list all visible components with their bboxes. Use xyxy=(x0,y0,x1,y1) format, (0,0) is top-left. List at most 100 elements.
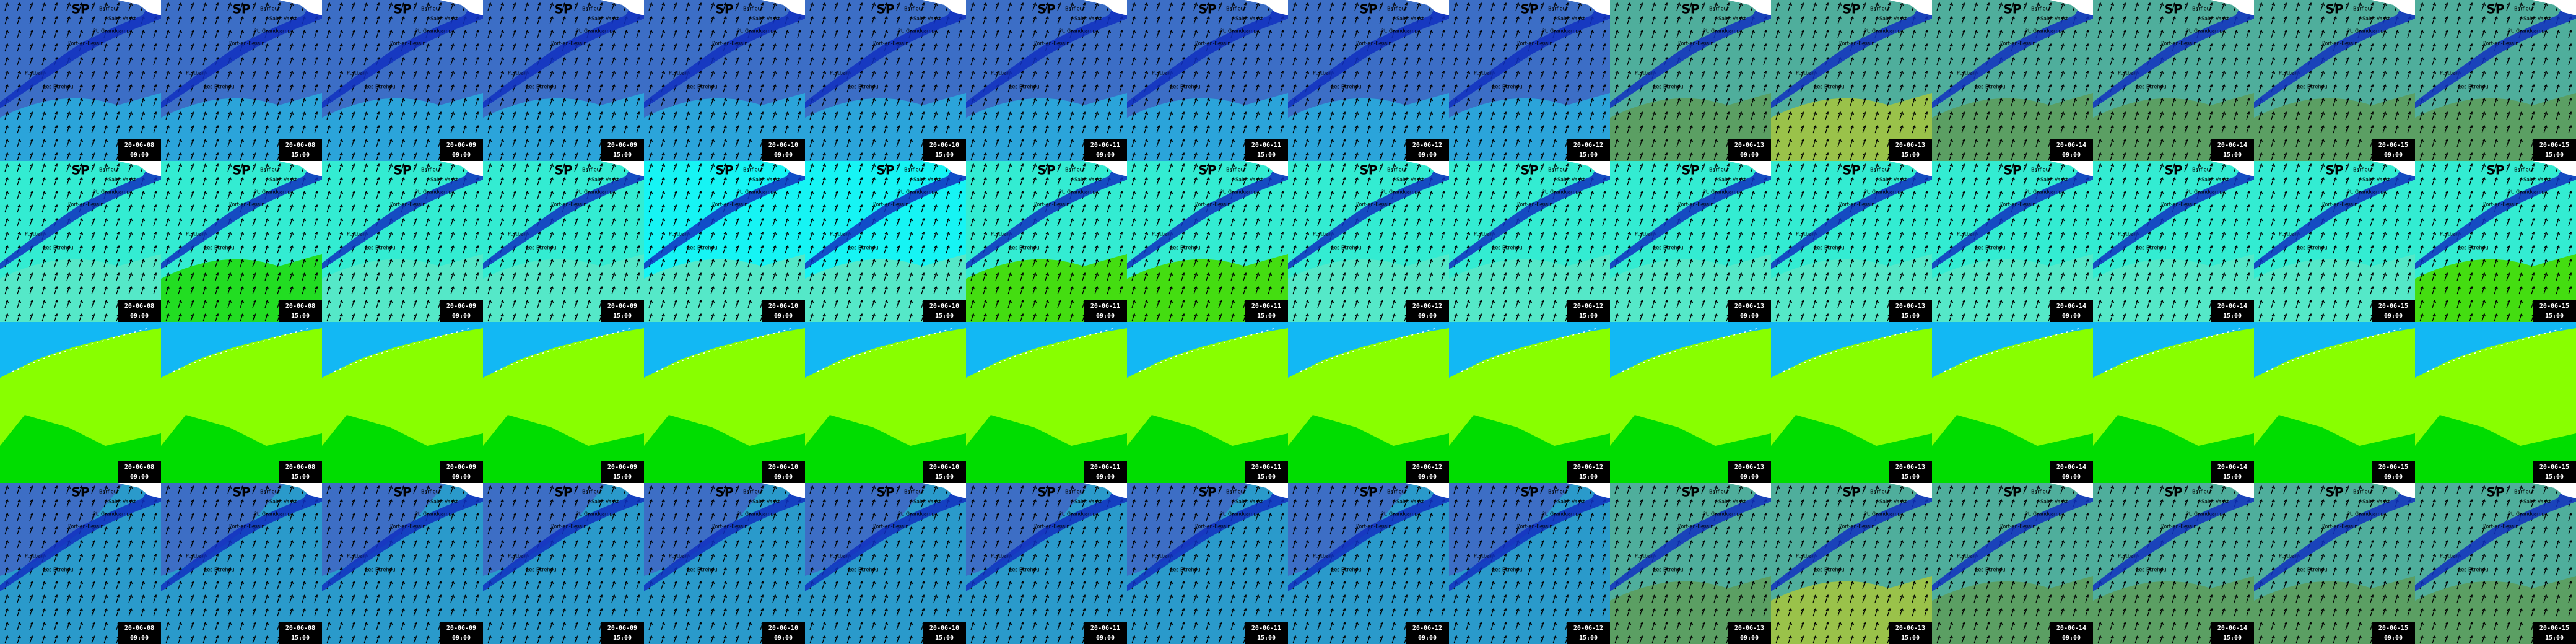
tile-title: SP xyxy=(876,163,894,178)
place-label: Les Ecrehou xyxy=(687,245,717,251)
stamp-time: 09:00 xyxy=(1740,313,1759,320)
map-tile: SP Barfleur Saint-Vaast Pt. Grandcamp Port-e… xyxy=(322,161,483,322)
stamp-date: 20-06-09 xyxy=(607,303,637,310)
stamp-box xyxy=(1406,139,1449,161)
place-label: Les Ecrehou xyxy=(1170,245,1200,251)
place-label: Les Ecrehou xyxy=(2297,245,2327,251)
place-label: Saint-Vaast xyxy=(591,16,619,22)
stamp-date: 20-06-08 xyxy=(124,464,154,471)
stamp-box xyxy=(1245,139,1288,161)
stamp-box xyxy=(440,139,483,161)
land xyxy=(2372,483,2415,498)
stamp-box xyxy=(2211,139,2254,161)
map-tile: SP Barfleur Saint-Vaast Pt. Grandcamp Port-e… xyxy=(966,161,1127,322)
stamp-box xyxy=(1084,622,1127,644)
stamp-date: 20-06-09 xyxy=(607,142,637,149)
stamp-box xyxy=(601,622,644,644)
stamp-box xyxy=(2050,300,2093,322)
place-label: Barfleur xyxy=(2031,6,2052,12)
stamp-box xyxy=(279,300,322,322)
map-tile: 20-06-08 15:00 xyxy=(161,322,322,483)
place-label: Portbail xyxy=(1957,554,1975,559)
place-label: Port-en-Bessin xyxy=(873,41,908,46)
place-label: Saint-Vaast xyxy=(1557,16,1585,22)
stamp-date: 20-06-13 xyxy=(1734,464,1764,471)
tile-title: SP xyxy=(2486,2,2504,17)
place-label: Port-en-Bessin xyxy=(2000,41,2035,46)
place-label: Port-en-Bessin xyxy=(551,524,586,529)
stamp-box xyxy=(1245,461,1288,483)
place-label: Les Ecrehou xyxy=(1814,245,1844,251)
stamp-time: 09:00 xyxy=(2062,152,2081,159)
tile-title: SP xyxy=(71,163,89,178)
tile-title: SP xyxy=(715,485,733,500)
land xyxy=(279,483,322,498)
stamp-box xyxy=(2050,461,2093,483)
tile-title: SP xyxy=(1520,485,1538,500)
land xyxy=(2050,0,2093,15)
place-label: Pt. Grandcamp xyxy=(1864,511,1901,517)
coastline xyxy=(0,483,161,591)
place-label: Barfleur xyxy=(582,167,603,173)
stamp-box xyxy=(601,461,644,483)
tile-title: SP xyxy=(1520,163,1538,178)
place-label: Saint-Vaast xyxy=(430,16,458,22)
place-label: Port-en-Bessin xyxy=(1678,202,1713,207)
place-label: Barfleur xyxy=(1709,6,1730,12)
place-label: Pt. Grandcamp xyxy=(2347,189,2384,195)
place-label: Portbail xyxy=(186,554,204,559)
stamp-date: 20-06-10 xyxy=(768,142,798,149)
coastline xyxy=(644,0,805,108)
stamp-date: 20-06-13 xyxy=(1895,142,1925,149)
land xyxy=(1889,161,1932,176)
place-label: Les Ecrehou xyxy=(2136,245,2166,251)
stamp-time: 15:00 xyxy=(1579,474,1598,481)
place-label: Portbail xyxy=(1474,554,1492,559)
stamp-date: 20-06-08 xyxy=(285,303,315,310)
tile-title: SP xyxy=(393,163,411,178)
stamp-box xyxy=(1245,622,1288,644)
land xyxy=(118,483,161,498)
place-label: Les Ecrehou xyxy=(1331,567,1361,573)
tile-title: SP xyxy=(1681,2,1699,17)
stamp-time: 15:00 xyxy=(613,152,632,159)
land xyxy=(2533,0,2576,15)
land xyxy=(2050,161,2093,176)
map-tile: SP Barfleur Saint-Vaast Pt. Grandcamp Port-e… xyxy=(966,483,1127,644)
place-label: Saint-Vaast xyxy=(1235,499,1263,505)
land xyxy=(118,161,161,176)
coast-dots xyxy=(1944,328,2081,372)
place-label: Barfleur xyxy=(743,489,764,495)
place-label: Pt. Grandcamp xyxy=(737,511,774,517)
place-label: Pt. Grandcamp xyxy=(1220,28,1257,34)
place-label: Les Ecrehou xyxy=(1331,84,1361,90)
stamp-box xyxy=(1406,622,1449,644)
land xyxy=(2050,483,2093,498)
place-label: Pt. Grandcamp xyxy=(1220,189,1257,195)
place-label: Portbail xyxy=(1635,554,1653,559)
stamp-box xyxy=(1728,461,1771,483)
place-label: Pt. Grandcamp xyxy=(2186,28,2223,34)
place-label: Barfleur xyxy=(1870,167,1891,173)
map-tile: SP Barfleur Saint-Vaast Pt. Grandcamp Port-e… xyxy=(2093,161,2254,322)
stamp-time: 09:00 xyxy=(1096,474,1115,481)
place-label: Pt. Grandcamp xyxy=(2347,28,2384,34)
stamp-box xyxy=(762,300,805,322)
place-label: Barfleur xyxy=(421,489,442,495)
place-label: Les Ecrehou xyxy=(1975,245,2005,251)
stamp-time: 15:00 xyxy=(2223,152,2242,159)
map-tile: 20-06-09 15:00 xyxy=(483,322,644,483)
place-label: Portbail xyxy=(1796,554,1814,559)
stamp-time: 09:00 xyxy=(1096,152,1115,159)
coastline xyxy=(483,161,644,269)
stamp-box xyxy=(1406,461,1449,483)
place-label: Saint-Vaast xyxy=(430,499,458,505)
coastline xyxy=(1449,483,1610,591)
place-label: Port-en-Bessin xyxy=(1517,41,1552,46)
place-label: Portbail xyxy=(1313,554,1331,559)
stamp-date: 20-06-15 xyxy=(2378,303,2408,310)
tile-title: SP xyxy=(1681,485,1699,500)
place-label: Saint-Vaast xyxy=(1074,499,1102,505)
place-label: Saint-Vaast xyxy=(430,177,458,183)
tile-title: SP xyxy=(1359,485,1377,500)
